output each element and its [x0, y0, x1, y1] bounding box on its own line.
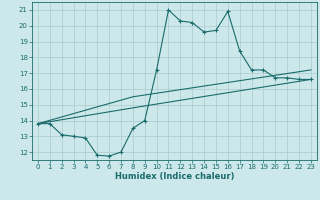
X-axis label: Humidex (Indice chaleur): Humidex (Indice chaleur)	[115, 172, 234, 181]
